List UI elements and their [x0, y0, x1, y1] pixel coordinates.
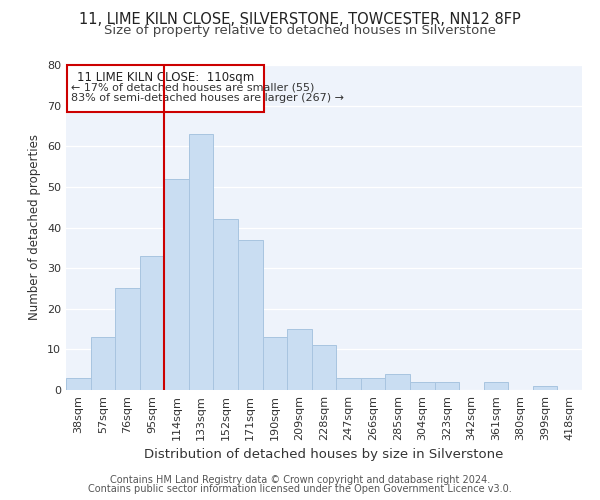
Bar [115, 288, 140, 390]
Bar [263, 337, 287, 390]
Text: 83% of semi-detached houses are larger (267) →: 83% of semi-detached houses are larger (… [71, 94, 344, 104]
Bar [361, 378, 385, 390]
Bar [91, 337, 115, 390]
Bar [287, 329, 312, 390]
Bar [164, 179, 189, 390]
FancyBboxPatch shape [67, 65, 264, 112]
Bar [312, 346, 336, 390]
Bar [189, 134, 214, 390]
Bar [238, 240, 263, 390]
Bar [385, 374, 410, 390]
Bar [410, 382, 434, 390]
Bar [533, 386, 557, 390]
Text: Size of property relative to detached houses in Silverstone: Size of property relative to detached ho… [104, 24, 496, 37]
Bar [140, 256, 164, 390]
Bar [336, 378, 361, 390]
X-axis label: Distribution of detached houses by size in Silverstone: Distribution of detached houses by size … [145, 448, 503, 462]
Bar [434, 382, 459, 390]
Bar [66, 378, 91, 390]
Text: 11, LIME KILN CLOSE, SILVERSTONE, TOWCESTER, NN12 8FP: 11, LIME KILN CLOSE, SILVERSTONE, TOWCES… [79, 12, 521, 28]
Text: Contains HM Land Registry data © Crown copyright and database right 2024.: Contains HM Land Registry data © Crown c… [110, 475, 490, 485]
Bar [484, 382, 508, 390]
Text: Contains public sector information licensed under the Open Government Licence v3: Contains public sector information licen… [88, 484, 512, 494]
Text: ← 17% of detached houses are smaller (55): ← 17% of detached houses are smaller (55… [71, 82, 314, 92]
Bar [214, 220, 238, 390]
Text: 11 LIME KILN CLOSE:  110sqm: 11 LIME KILN CLOSE: 110sqm [77, 71, 254, 84]
Y-axis label: Number of detached properties: Number of detached properties [28, 134, 41, 320]
